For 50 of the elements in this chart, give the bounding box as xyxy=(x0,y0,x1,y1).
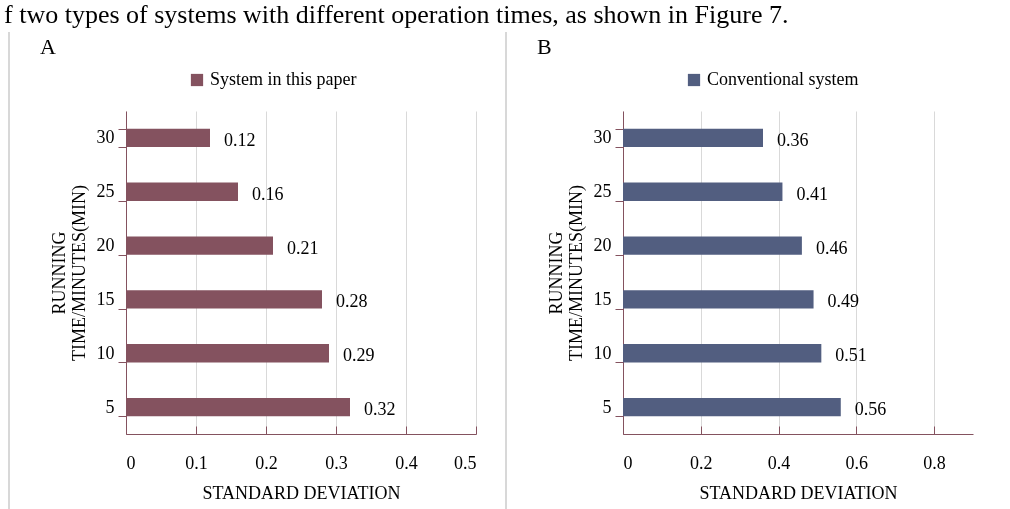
bar xyxy=(623,128,763,148)
data-label: 0.16 xyxy=(252,183,284,204)
bar xyxy=(623,397,841,417)
y-tick-label: 25 xyxy=(593,181,612,202)
chart-title: B xyxy=(537,34,552,59)
x-tick-label: 0.2 xyxy=(690,452,713,473)
data-label: 0.56 xyxy=(854,399,887,420)
x-tick-label: 0.4 xyxy=(395,452,418,473)
text: f two types of systems with different operation times, as shown in Figure 7. xyxy=(4,0,789,30)
data-label: 0.49 xyxy=(827,291,860,312)
x-tick-label: 0.4 xyxy=(767,452,791,473)
y-tick-label: 30 xyxy=(96,127,115,148)
y-axis-title: RUNNING TIME/MINUTES(MIN) xyxy=(48,185,90,361)
y-axis-title: RUNNING TIME/MINUTES(MIN) xyxy=(545,185,587,361)
bar xyxy=(623,182,783,201)
x-tick-label: 0.3 xyxy=(325,452,348,473)
x-axis-title: STANDARD DEVIATION xyxy=(699,482,898,503)
y-tick-label: 15 xyxy=(96,288,115,309)
x-tick-label: 0.5 xyxy=(454,452,477,473)
data-label: 0.21 xyxy=(287,237,319,258)
bar xyxy=(623,236,802,255)
chart-title: A xyxy=(40,34,56,59)
x-tick-label: 0.6 xyxy=(845,452,869,473)
x-tick-label: 0 xyxy=(126,452,136,473)
data-label: 0.28 xyxy=(336,291,368,312)
data-label: 0.32 xyxy=(364,399,396,420)
data-label: 0.51 xyxy=(835,345,867,366)
legend-label: System in this paper xyxy=(210,69,357,89)
y-tick-label: 5 xyxy=(602,396,612,417)
bar xyxy=(623,344,822,363)
data-label: 0.29 xyxy=(343,345,375,366)
x-tick-label: 0.2 xyxy=(255,452,278,473)
data-label: 0.41 xyxy=(796,183,828,204)
data-label: 0.36 xyxy=(777,129,809,150)
x-tick-label: 0.1 xyxy=(185,452,208,473)
y-tick-label: 30 xyxy=(593,127,612,148)
y-tick-label: 10 xyxy=(593,342,612,363)
y-tick-label: 15 xyxy=(593,288,612,309)
x-tick-label: 0 xyxy=(623,452,633,473)
data-label: 0.46 xyxy=(815,237,848,258)
y-tick-label: 20 xyxy=(96,235,115,256)
y-tick-label: 25 xyxy=(96,181,115,202)
y-tick-label: 5 xyxy=(105,396,115,417)
x-tick-label: 0.8 xyxy=(923,452,946,473)
y-tick-label: 20 xyxy=(593,235,612,256)
data-label: 0.12 xyxy=(224,129,256,150)
x-axis-title: STANDARD DEVIATION xyxy=(202,482,401,503)
legend-label: Conventional system xyxy=(707,69,859,89)
y-tick-label: 10 xyxy=(96,342,115,363)
bar xyxy=(623,290,814,309)
